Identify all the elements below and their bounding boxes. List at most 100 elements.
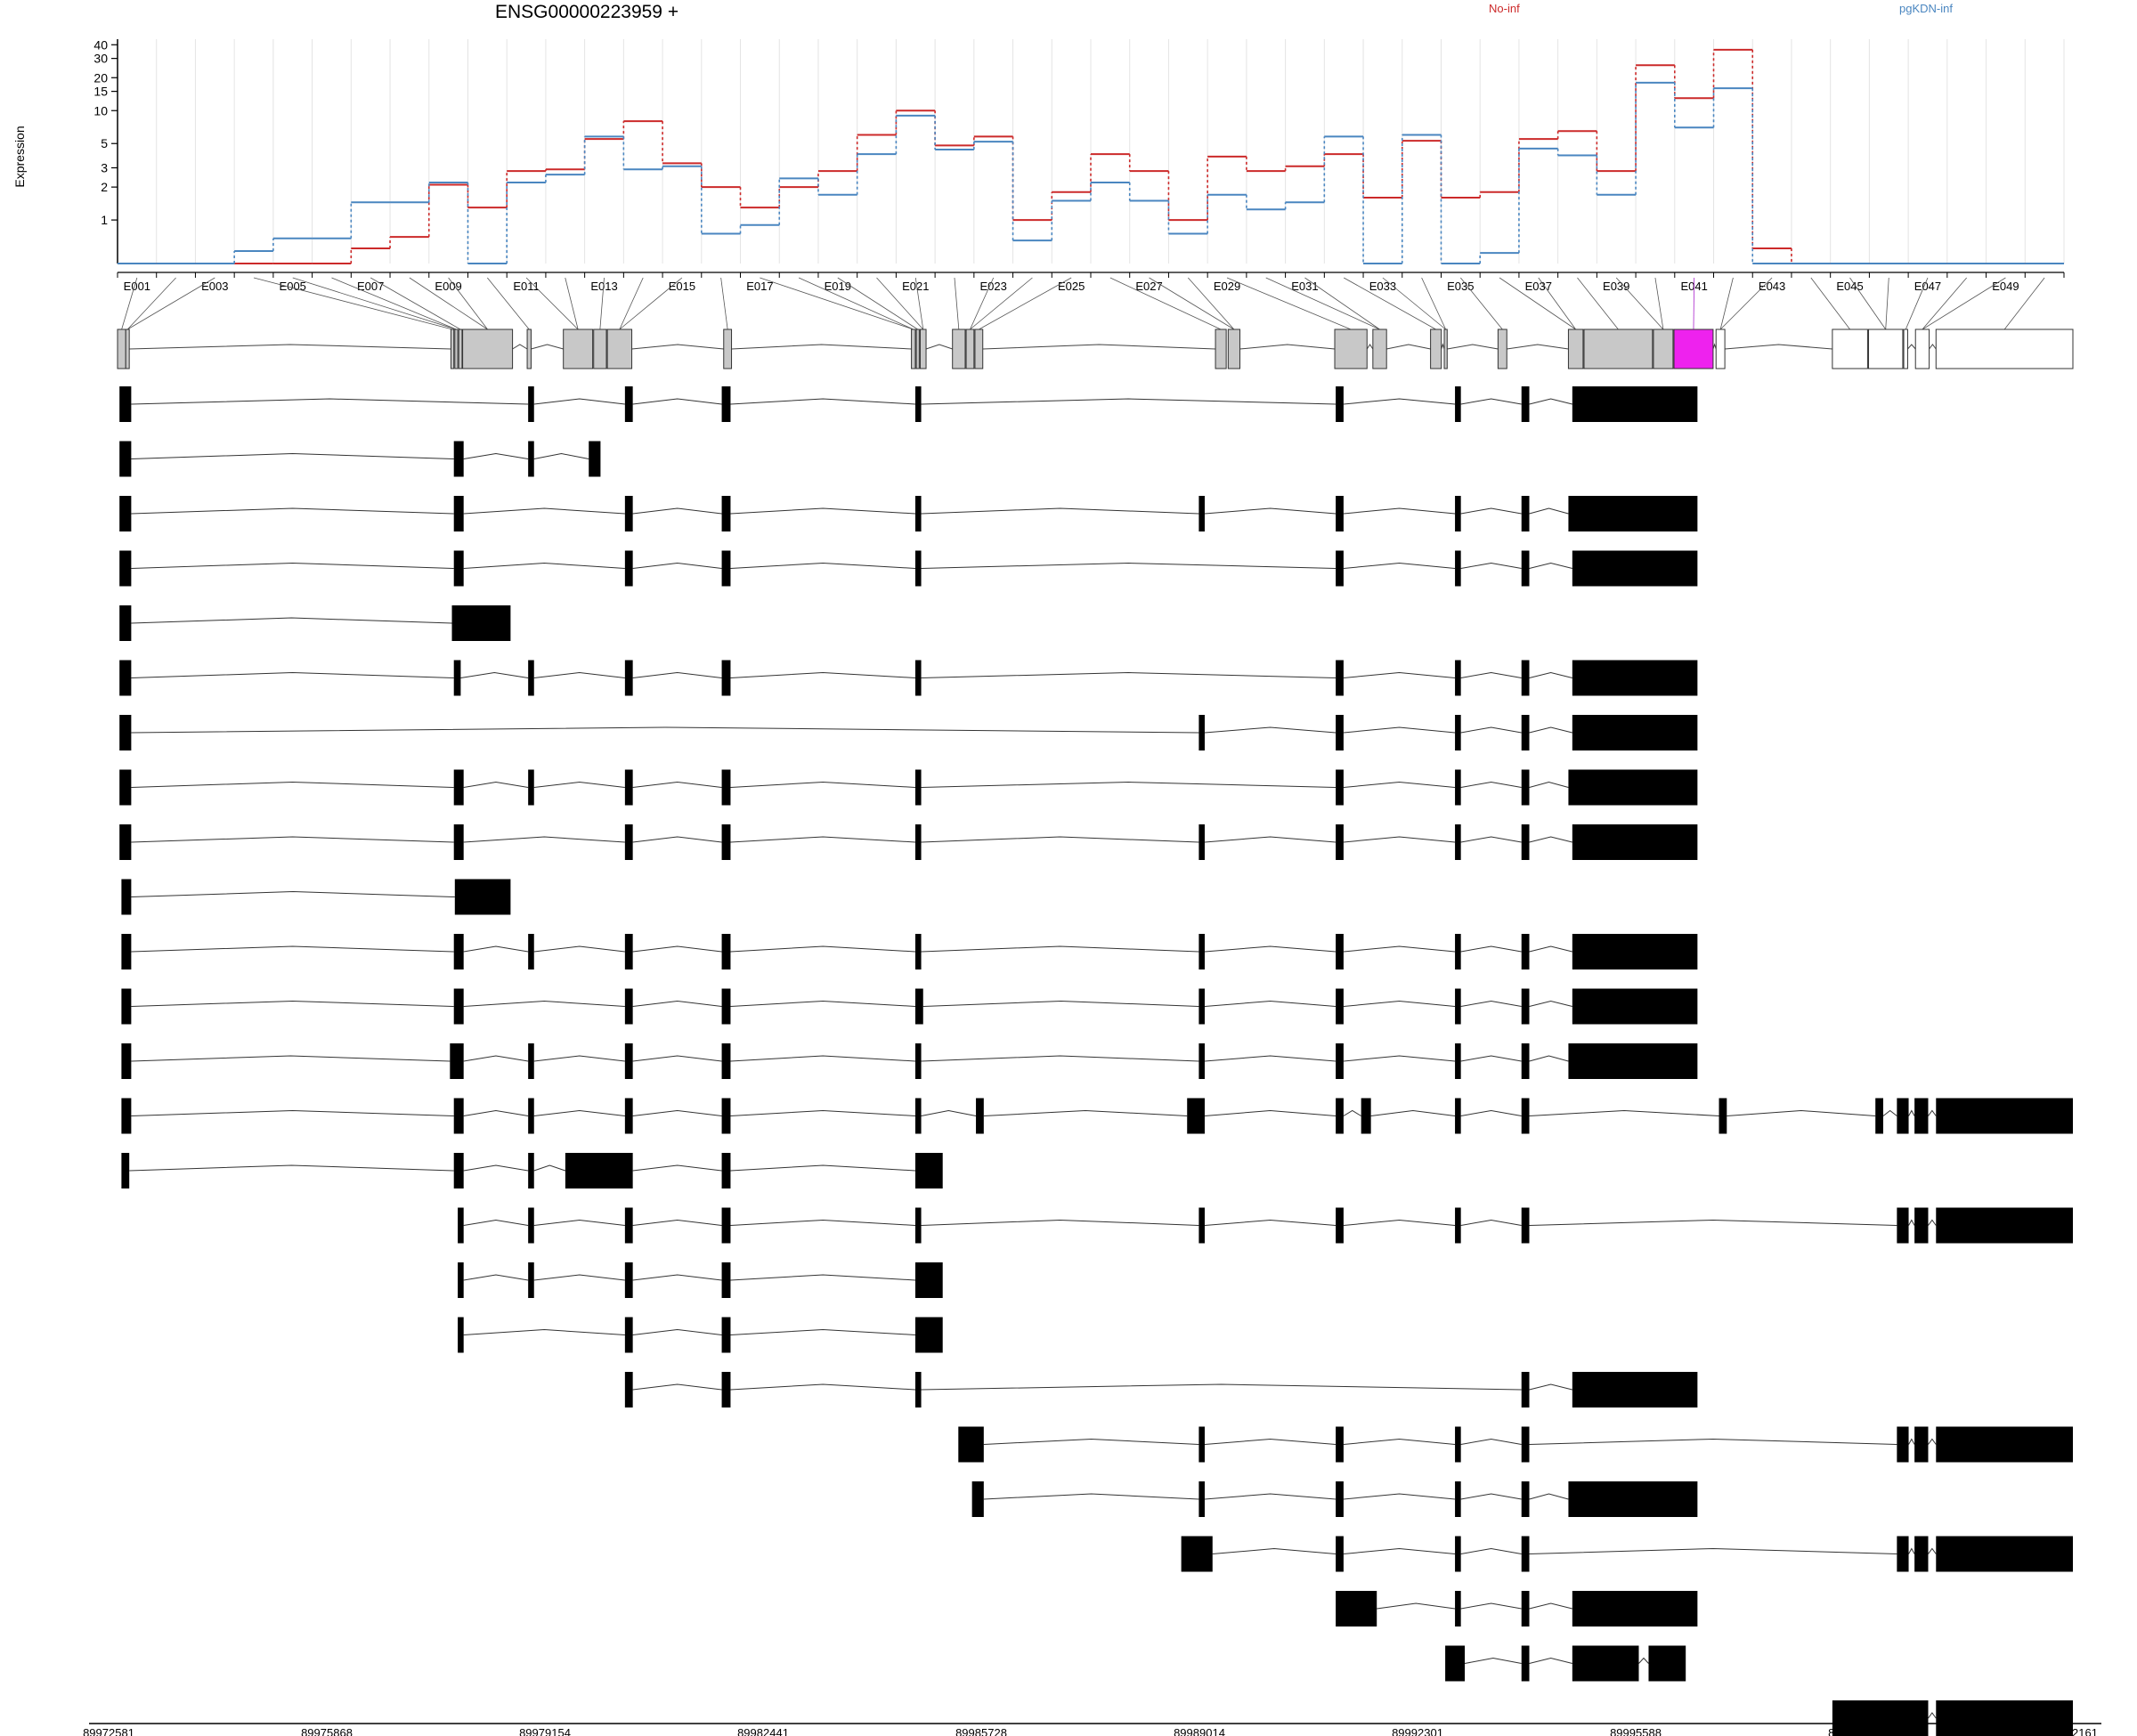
exon-block: [1215, 329, 1227, 369]
transcript-intron: [632, 1109, 722, 1116]
transcript-exon: [914, 660, 922, 696]
exon-label: E027: [1135, 280, 1162, 293]
transcript-exon: [1455, 824, 1461, 860]
transcript-exon: [914, 1098, 922, 1134]
exon-block: [450, 329, 455, 369]
exon-block: [1372, 329, 1387, 369]
transcript-exon: [1521, 988, 1530, 1025]
transcript-exon: [458, 1262, 464, 1298]
transcript-row: [624, 1372, 1698, 1407]
exon-label: E043: [1759, 280, 1785, 293]
transcript-intron: [730, 1109, 915, 1116]
bin-connector: [1343, 277, 1436, 330]
transcript-exon: [1455, 934, 1461, 969]
transcript-exon: [1897, 1536, 1909, 1572]
genomic-coordinate-label: 89995588: [1610, 1726, 1662, 1736]
transcript-exon: [721, 824, 731, 860]
transcript-intron: [1343, 507, 1456, 515]
transcript-exon: [1336, 988, 1344, 1025]
transcript-exon: [1455, 1207, 1461, 1244]
transcript-intron: [1908, 1109, 1915, 1116]
transcript-intron: [1460, 562, 1522, 569]
transcript-intron: [1460, 507, 1522, 515]
transcript-exon: [1521, 1645, 1530, 1682]
transcript-exon: [1648, 1645, 1686, 1682]
genomic-coordinate-label: 89985728: [955, 1726, 1007, 1736]
exon-label: E007: [357, 280, 384, 293]
transcript-exon: [119, 605, 132, 641]
transcript-intron: [1343, 1438, 1456, 1445]
transcript-exon: [1572, 715, 1698, 750]
series-riser: [233, 82, 1754, 264]
transcript-intron: [730, 945, 915, 953]
intron-line: [631, 344, 724, 350]
transcript-intron: [921, 671, 1337, 678]
transcript-intron: [463, 781, 529, 788]
transcript-exon: [1336, 550, 1344, 587]
transcript-intron: [1460, 1602, 1522, 1610]
transcript-intron: [1204, 507, 1337, 515]
transcript-exon: [119, 550, 132, 587]
transcript-exon: [1897, 1098, 1909, 1134]
transcript-intron: [463, 507, 625, 515]
transcript-exon: [1521, 1481, 1530, 1517]
transcript-intron: [463, 1109, 529, 1116]
transcript-exon: [721, 550, 731, 587]
y-tick-label: 30: [93, 52, 108, 66]
transcript-exon: [1719, 1098, 1727, 1134]
transcript-intron: [1460, 726, 1522, 734]
transcript-intron: [533, 1219, 625, 1226]
bin-connector: [599, 277, 605, 330]
transcript-intron: [1343, 1547, 1456, 1554]
transcript-intron: [730, 1219, 915, 1226]
transcript-row: [121, 879, 511, 915]
transcript-intron: [730, 398, 915, 405]
transcript-exon: [1914, 1426, 1929, 1463]
transcript-intron: [131, 452, 454, 459]
transcript-row: [121, 1153, 943, 1188]
transcript-row: [458, 1262, 943, 1298]
transcript-intron: [1908, 1438, 1915, 1445]
exon-block: [1673, 329, 1714, 369]
transcript-exon: [528, 1153, 534, 1188]
transcript-intron: [921, 836, 1199, 843]
transcript-intron: [1529, 1547, 1897, 1554]
transcript-intron: [1529, 1602, 1572, 1610]
exon-block: [723, 329, 733, 369]
transcript-intron: [1204, 1219, 1337, 1226]
transcript-row: [119, 769, 1698, 806]
bin-connector: [292, 277, 457, 330]
transcript-intron: [1529, 1055, 1569, 1062]
transcript-intron: [1529, 945, 1572, 953]
bin-connector: [979, 277, 1072, 330]
transcript-intron: [1928, 1219, 1937, 1226]
transcript-exon: [624, 1317, 633, 1353]
transcript-exon: [624, 1207, 633, 1244]
transcript-intron: [463, 1274, 529, 1281]
transcript-intron: [131, 1109, 454, 1116]
transcript-exon: [914, 824, 922, 860]
transcript-intron: [730, 671, 915, 678]
transcript-intron: [921, 1055, 1199, 1062]
bin-connector: [760, 277, 914, 330]
transcript-row: [458, 1207, 2073, 1244]
transcript-exon: [458, 1207, 464, 1244]
transcript-exon: [121, 1043, 132, 1079]
y-tick-label: 10: [93, 103, 108, 118]
transcript-intron: [533, 452, 589, 459]
y-tick-label: 40: [93, 37, 108, 52]
transcript-exon: [1336, 660, 1344, 696]
bin-connector: [331, 277, 457, 330]
transcript-intron: [730, 836, 915, 843]
transcript-exon: [721, 988, 731, 1025]
exon-label: E029: [1214, 280, 1240, 293]
transcript-intron: [1370, 1109, 1456, 1116]
exon-label: E011: [513, 280, 539, 293]
exon-block: [974, 329, 984, 369]
transcript-intron: [730, 1000, 915, 1007]
transcript-intron: [632, 1328, 722, 1335]
intron-line: [531, 344, 564, 350]
transcript-exon: [1521, 769, 1530, 806]
intron-line: [1386, 344, 1431, 350]
transcript-intron: [1460, 1109, 1522, 1116]
